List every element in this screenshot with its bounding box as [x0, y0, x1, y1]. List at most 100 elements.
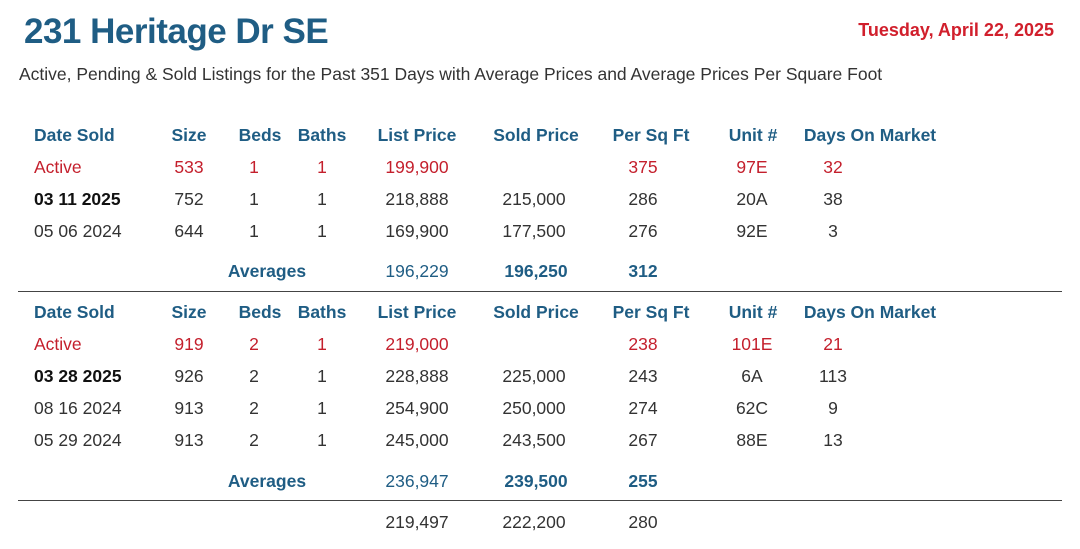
cell-date: 03 28 2025 — [34, 366, 122, 386]
cell-size: 919 — [174, 334, 204, 354]
cell-size: 913 — [174, 398, 204, 418]
cell-list-price: 218,888 — [385, 189, 449, 209]
average-per-sq-ft: 255 — [628, 471, 658, 491]
averages-label: Averages — [227, 471, 307, 491]
header-beds: Beds — [238, 125, 282, 145]
cell-days-on-market: 13 — [823, 430, 843, 450]
table-row: 03 11 2025 752 1 1 218,888 215,000 286 2… — [0, 184, 1080, 214]
cell-list-price: 228,888 — [385, 366, 449, 386]
table-header-row: Date Sold Size Beds Baths List Price Sol… — [0, 120, 1080, 150]
table-row: 05 06 2024 644 1 1 169,900 177,500 276 9… — [0, 216, 1080, 246]
cell-unit: 101E — [731, 334, 773, 354]
cell-baths: 1 — [317, 221, 327, 241]
header-size: Size — [171, 125, 207, 145]
cell-date: Active — [34, 334, 82, 354]
header-date-sold: Date Sold — [34, 125, 115, 145]
table-row: 08 16 2024 913 2 1 254,900 250,000 274 6… — [0, 393, 1080, 423]
cell-unit: 97E — [736, 157, 768, 177]
cell-beds: 2 — [249, 430, 259, 450]
cell-per-sq-ft: 286 — [628, 189, 658, 209]
cell-date: 05 06 2024 — [34, 221, 122, 241]
page-title: 231 Heritage Dr SE — [24, 12, 329, 51]
cell-baths: 1 — [317, 366, 327, 386]
cell-beds: 2 — [249, 334, 259, 354]
cell-list-price: 199,900 — [385, 157, 449, 177]
cell-list-price: 254,900 — [385, 398, 449, 418]
cell-beds: 2 — [249, 398, 259, 418]
header-date-sold: Date Sold — [34, 302, 115, 322]
average-per-sq-ft: 312 — [628, 261, 658, 281]
cell-per-sq-ft: 375 — [628, 157, 658, 177]
cell-per-sq-ft: 276 — [628, 221, 658, 241]
page-subtitle: Active, Pending & Sold Listings for the … — [19, 64, 883, 84]
average-list-price: 196,229 — [385, 261, 449, 281]
header-days-on-market: Days On Market — [803, 125, 937, 145]
overall-averages-row: 219,497 222,200 280 — [0, 507, 1080, 537]
average-sold-price: 239,500 — [504, 471, 568, 491]
header-sold-price: Sold Price — [493, 125, 579, 145]
cell-days-on-market: 113 — [819, 366, 847, 386]
averages-label: Averages — [227, 261, 307, 281]
report-date: Tuesday, April 22, 2025 — [858, 20, 1054, 40]
cell-days-on-market: 32 — [823, 157, 843, 177]
cell-unit: 88E — [736, 430, 768, 450]
totals-divider — [18, 500, 1062, 501]
cell-baths: 1 — [317, 157, 327, 177]
table-row: Active 919 2 1 219,000 238 101E 21 — [0, 329, 1080, 359]
cell-baths: 1 — [317, 430, 327, 450]
cell-per-sq-ft: 243 — [628, 366, 658, 386]
cell-sold-price: 225,000 — [502, 366, 566, 386]
cell-list-price: 169,900 — [385, 221, 449, 241]
header-list-price: List Price — [377, 125, 457, 145]
cell-days-on-market: 3 — [828, 221, 838, 241]
cell-sold-price: 243,500 — [502, 430, 566, 450]
average-list-price: 236,947 — [385, 471, 449, 491]
cell-date: 08 16 2024 — [34, 398, 122, 418]
table-row: 03 28 2025 926 2 1 228,888 225,000 243 6… — [0, 361, 1080, 391]
cell-size: 926 — [174, 366, 204, 386]
header-baths: Baths — [297, 302, 347, 322]
cell-baths: 1 — [317, 189, 327, 209]
cell-days-on-market: 21 — [823, 334, 843, 354]
cell-baths: 1 — [317, 334, 327, 354]
cell-sold-price: 215,000 — [502, 189, 566, 209]
header-unit: Unit # — [728, 125, 778, 145]
header-days-on-market: Days On Market — [803, 302, 937, 322]
header-per-sq-ft: Per Sq Ft — [612, 302, 690, 322]
header-list-price: List Price — [377, 302, 457, 322]
cell-unit: 20A — [736, 189, 768, 209]
cell-size: 913 — [174, 430, 204, 450]
cell-size: 533 — [174, 157, 204, 177]
cell-date: 05 29 2024 — [34, 430, 122, 450]
cell-sold-price: 177,500 — [502, 221, 566, 241]
cell-unit: 62C — [735, 398, 769, 418]
cell-sold-price: 250,000 — [502, 398, 566, 418]
cell-unit: 6A — [741, 366, 763, 386]
cell-size: 644 — [174, 221, 204, 241]
table-header-row: Date Sold Size Beds Baths List Price Sol… — [0, 297, 1080, 327]
header-size: Size — [171, 302, 207, 322]
table-row: 05 29 2024 913 2 1 245,000 243,500 267 8… — [0, 425, 1080, 455]
header-sold-price: Sold Price — [493, 302, 579, 322]
averages-row: Averages 196,229 196,250 312 — [0, 256, 1080, 286]
cell-baths: 1 — [317, 398, 327, 418]
cell-beds: 1 — [249, 189, 259, 209]
cell-unit: 92E — [736, 221, 768, 241]
cell-beds: 1 — [249, 221, 259, 241]
header-unit: Unit # — [728, 302, 778, 322]
overall-list-price: 219,497 — [385, 512, 449, 532]
table-row: Active 533 1 1 199,900 375 97E 32 — [0, 152, 1080, 182]
cell-list-price: 219,000 — [385, 334, 449, 354]
header-baths: Baths — [297, 125, 347, 145]
cell-days-on-market: 38 — [823, 189, 843, 209]
overall-per-sq-ft: 280 — [628, 512, 658, 532]
section-divider — [18, 291, 1062, 292]
header-per-sq-ft: Per Sq Ft — [612, 125, 690, 145]
average-sold-price: 196,250 — [504, 261, 568, 281]
cell-list-price: 245,000 — [385, 430, 449, 450]
cell-date: 03 11 2025 — [34, 189, 121, 209]
cell-size: 752 — [174, 189, 204, 209]
cell-per-sq-ft: 238 — [628, 334, 658, 354]
averages-row: Averages 236,947 239,500 255 — [0, 466, 1080, 496]
cell-per-sq-ft: 274 — [628, 398, 658, 418]
